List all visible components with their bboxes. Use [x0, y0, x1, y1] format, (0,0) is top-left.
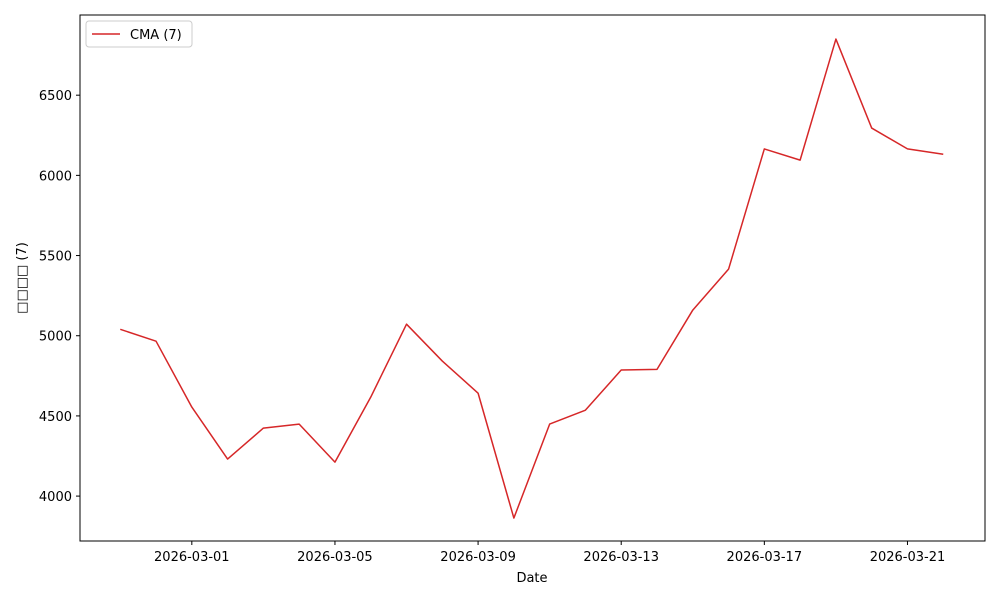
y-tick-label: 4000 — [39, 490, 72, 505]
y-axis-label: □□□□ (7) — [15, 242, 30, 314]
y-tick-label: 4500 — [39, 410, 72, 425]
y-tick-label: 6000 — [39, 169, 72, 184]
legend-box — [85, 20, 193, 48]
y-tick-label: 5000 — [39, 330, 72, 345]
x-tick-label: 2026-03-05 — [297, 550, 373, 565]
x-axis-label: Date — [516, 571, 547, 586]
line — [120, 38, 944, 519]
x-tick-label: 2026-03-17 — [727, 550, 803, 565]
plot-frame — [79, 14, 986, 542]
y-tick-label: 5500 — [39, 250, 72, 265]
x-tick-label: 2026-03-01 — [154, 550, 230, 565]
x-tick-label: 2026-03-21 — [870, 550, 946, 565]
x-tick-label: 2026-03-13 — [583, 550, 659, 565]
y-tick-label: 6500 — [39, 89, 72, 104]
legend-label: CMA (7) — [130, 28, 182, 43]
x-tick-label: 2026-03-09 — [440, 550, 516, 565]
